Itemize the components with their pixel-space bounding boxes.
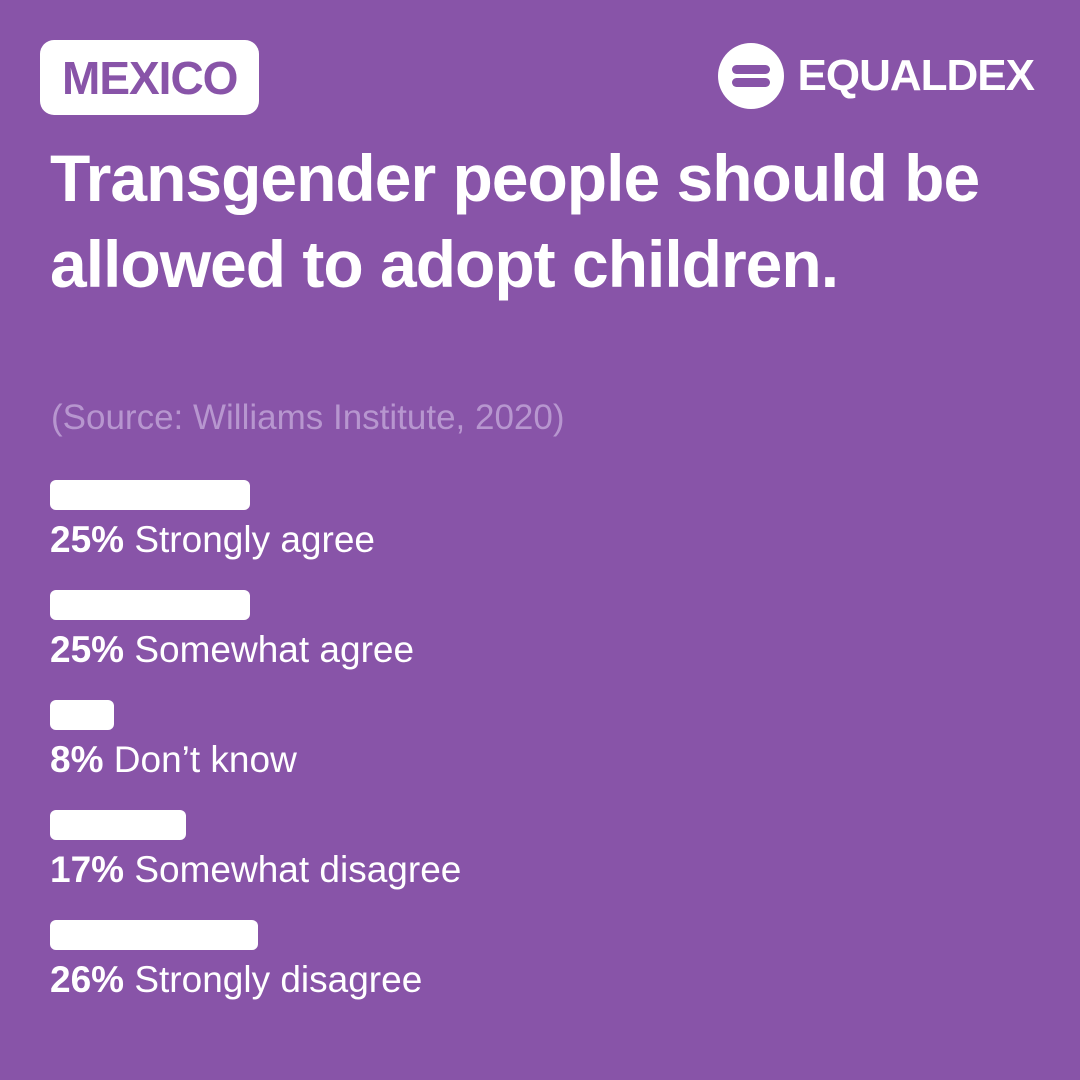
bar-label: 25% Somewhat agree bbox=[50, 628, 414, 672]
category-label: Somewhat agree bbox=[134, 629, 415, 670]
bar-row: 26% Strongly disagree bbox=[50, 920, 1030, 1030]
bar bbox=[50, 810, 186, 840]
category-label: Don’t know bbox=[113, 739, 297, 780]
bar-label: 26% Strongly disagree bbox=[50, 958, 422, 1002]
bar-row: 25% Somewhat agree bbox=[50, 590, 1030, 700]
bar-chart: 25% Strongly agree 25% Somewhat agree 8% D… bbox=[50, 480, 1030, 1030]
bar-label: 17% Somewhat disagree bbox=[50, 848, 461, 892]
country-label: MEXICO bbox=[62, 51, 238, 104]
bar-value-label: 8% bbox=[50, 739, 104, 780]
category-label: Strongly agree bbox=[134, 519, 375, 560]
bar bbox=[50, 590, 250, 620]
source-note: (Source: Williams Institute, 2020) bbox=[51, 398, 565, 437]
chart-title: Transgender people should be allowed to … bbox=[50, 141, 980, 301]
brand: EQUALDEX bbox=[717, 42, 1035, 110]
bar-label: 25% Strongly agree bbox=[50, 518, 375, 562]
category-label: Strongly disagree bbox=[134, 959, 423, 1000]
bar-value-label: 17% bbox=[50, 849, 125, 890]
bar-row: 25% Strongly agree bbox=[50, 480, 1030, 590]
equaldex-logo-icon bbox=[717, 43, 784, 109]
bar-value-label: 25% bbox=[50, 519, 125, 560]
country-badge: MEXICO bbox=[40, 40, 260, 115]
brand-name: EQUALDEX bbox=[797, 51, 1035, 100]
bar bbox=[50, 920, 258, 950]
bar-row: 8% Don’t know bbox=[50, 700, 1030, 810]
bar-row: 17% Somewhat disagree bbox=[50, 810, 1030, 920]
bar-value-label: 26% bbox=[50, 959, 125, 1000]
bar-label: 8% Don’t know bbox=[50, 738, 297, 782]
bar-value-label: 25% bbox=[50, 629, 125, 670]
category-label: Somewhat disagree bbox=[134, 849, 462, 890]
bar bbox=[50, 700, 114, 730]
bar bbox=[50, 480, 250, 510]
